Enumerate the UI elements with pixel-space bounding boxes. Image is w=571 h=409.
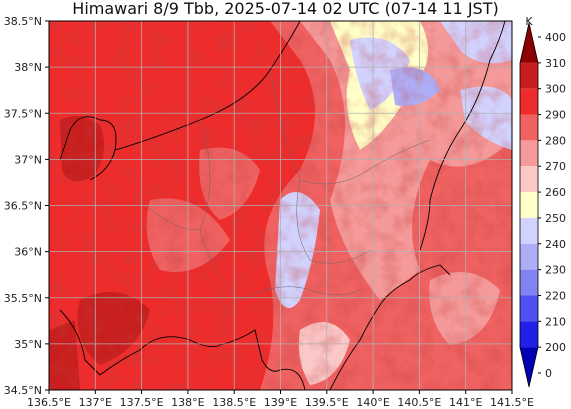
latitude-axis: 38.5°N 38°N 37.5°N 37°N 36.5°N 36°N 35.5°N 35°N… <box>4 15 49 397</box>
lat-tick-label: 37.5°N <box>4 107 42 120</box>
lon-tick-label: 140°E <box>356 396 389 409</box>
colorbar-segment <box>520 114 538 141</box>
colorbar-segment <box>520 140 538 167</box>
lat-tick-label: 36°N <box>14 246 42 259</box>
colorbar-level-label: 250 <box>545 212 566 225</box>
colorbar: K 400 310 300 290 280 270 260 250 240 230 220 210 20… <box>519 15 566 388</box>
colorbar-level-label: 210 <box>545 315 566 328</box>
colorbar-level-label: 400 <box>545 31 566 44</box>
colorbar-unit-label: K <box>525 15 533 28</box>
colorbar-level-label: 290 <box>545 109 566 122</box>
colorbar-level-label: 310 <box>545 57 566 70</box>
lon-tick-label: 140.5°E <box>397 396 441 409</box>
colorbar-level-label: 230 <box>545 264 566 277</box>
colorbar-segment <box>520 347 538 387</box>
coastline-layer <box>59 21 506 390</box>
lat-tick-label: 34.5°N <box>4 384 42 397</box>
prefecture-border-layer <box>139 69 431 301</box>
map-title: Himawari 8/9 Tbb, 2025-07-14 02 UTC (07-… <box>72 0 499 18</box>
lon-tick-label: 137°E <box>79 396 112 409</box>
lon-tick-label: 138°E <box>171 396 204 409</box>
lon-tick-label: 136.5°E <box>27 396 71 409</box>
colorbar-segment <box>520 23 538 63</box>
lon-tick-label: 141.5°E <box>490 396 534 409</box>
colorbar-segment <box>520 62 538 89</box>
colorbar-segment <box>520 192 538 218</box>
colorbar-level-label: 240 <box>545 238 566 251</box>
colorbar-level-label: 220 <box>545 289 566 302</box>
colorbar-segment <box>520 166 538 193</box>
colorbar-level-label: 0 <box>545 367 552 380</box>
lon-tick-label: 139°E <box>264 396 297 409</box>
colorbar-segment <box>520 269 538 296</box>
lat-tick-label: 35°N <box>14 338 42 351</box>
colorbar-segment <box>520 243 538 270</box>
lat-tick-label: 38°N <box>14 61 42 74</box>
lat-tick-label: 37°N <box>14 153 42 166</box>
colorbar-level-label: 260 <box>545 186 566 199</box>
lon-tick-label: 139.5°E <box>305 396 349 409</box>
graticule <box>49 21 512 390</box>
colorbar-level-label: 300 <box>545 83 566 96</box>
colorbar-level-label: 280 <box>545 134 566 147</box>
colorbar-level-label: 200 <box>545 341 566 354</box>
colorbar-segment <box>520 88 538 115</box>
colorbar-segment <box>520 295 538 322</box>
lat-tick-label: 36.5°N <box>4 200 42 213</box>
lon-tick-label: 138.5°E <box>212 396 256 409</box>
lon-tick-label: 137.5°E <box>120 396 164 409</box>
colorbar-segment <box>520 321 538 348</box>
lon-tick-label: 141°E <box>449 396 482 409</box>
lat-tick-label: 38.5°N <box>4 15 42 28</box>
colorbar-segment <box>520 217 538 244</box>
longitude-axis: 136.5°E 137°E 137.5°E 138°E 138.5°E 139°E 139.… <box>27 390 534 409</box>
lat-tick-label: 35.5°N <box>4 292 42 305</box>
colorbar-level-label: 270 <box>545 160 566 173</box>
